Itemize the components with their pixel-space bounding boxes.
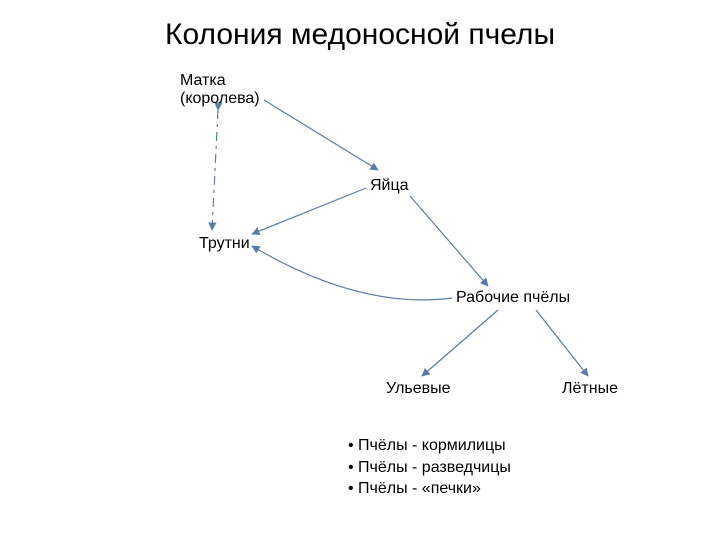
node-workers: Рабочие пчёлы	[456, 289, 570, 307]
list-item-label: Пчёлы - разведчицы	[358, 457, 511, 479]
list-item: • Пчёлы - кормилицы	[348, 435, 511, 457]
node-drones: Трутни	[199, 235, 250, 253]
edge-eggs-to-workers	[410, 196, 488, 286]
bullet-icon: •	[348, 478, 358, 500]
node-queen: Матка (королева)	[180, 72, 260, 108]
node-eggs: Яйца	[370, 177, 409, 195]
edge-workers-to-field	[536, 310, 588, 376]
edge-queen-to-eggs	[264, 100, 378, 170]
list-item: • Пчёлы - разведчицы	[348, 457, 511, 479]
edge-eggs-to-drones	[252, 188, 366, 234]
list-item-label: Пчёлы - «печки»	[358, 478, 481, 500]
bullet-list: • Пчёлы - кормилицы • Пчёлы - разведчицы…	[348, 435, 511, 500]
edge-queen-to-drones	[212, 110, 218, 230]
node-field: Лётные	[562, 380, 618, 398]
list-item-label: Пчёлы - кормилицы	[358, 435, 506, 457]
node-hive: Ульевые	[386, 380, 451, 398]
page-title: Колония медоносной пчелы	[0, 18, 720, 52]
bullet-icon: •	[348, 457, 358, 479]
edge-workers-to-drones	[252, 246, 452, 300]
list-item: • Пчёлы - «печки»	[348, 478, 511, 500]
diagram-stage: Колония медоносной пчелы Матка (королева…	[0, 0, 720, 540]
edge-workers-to-hive	[422, 310, 498, 376]
bullet-icon: •	[348, 435, 358, 457]
